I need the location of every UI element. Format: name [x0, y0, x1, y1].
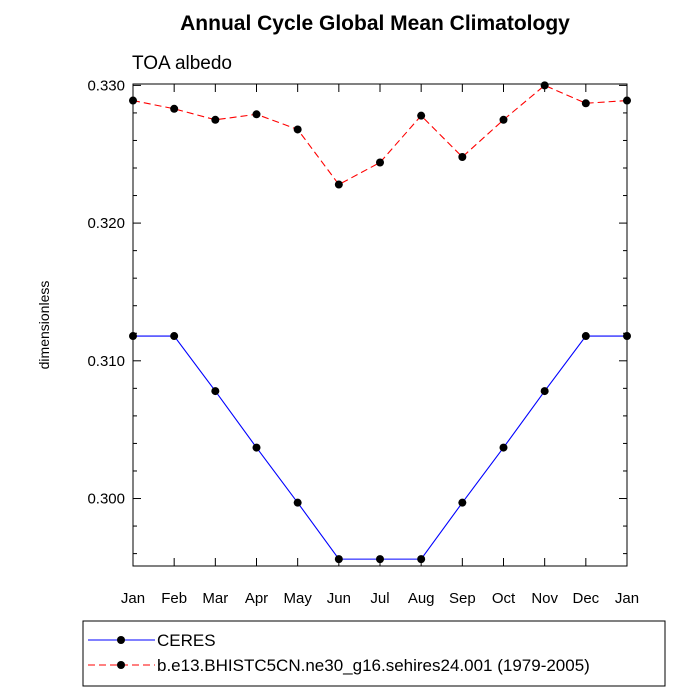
series-line-1 [132, 84, 628, 186]
data-point [623, 96, 631, 105]
data-point [293, 498, 302, 507]
data-point [417, 111, 426, 120]
legend-marker [117, 661, 125, 669]
data-point [540, 81, 549, 90]
data-point [252, 443, 261, 452]
x-tick-label: Mar [202, 590, 228, 607]
data-point [334, 180, 343, 189]
plot-frame [132, 83, 628, 567]
data-point [417, 555, 426, 564]
data-point [499, 443, 508, 452]
data-point [581, 332, 590, 341]
x-tick-label: Feb [161, 590, 187, 607]
series-line-0 [133, 335, 627, 560]
data-point [540, 387, 549, 396]
x-tick-label: Apr [245, 590, 268, 607]
x-tick-label: Aug [408, 590, 435, 607]
data-point [211, 387, 220, 396]
y-ticks: 0.300 0.310 0.320 0.330 [87, 77, 627, 555]
data-point [170, 104, 179, 113]
y-tick-label: 0.300 [87, 491, 125, 508]
chart-title: Annual Cycle Global Mean Climatology [180, 12, 570, 35]
data-point [376, 555, 384, 564]
data-point [458, 498, 467, 507]
x-tick-label: Jan [121, 590, 145, 607]
x-tick-label: Jun [327, 590, 351, 607]
x-tick-label: Nov [531, 590, 558, 607]
legend-marker [117, 636, 125, 644]
x-tick-label: Sep [449, 590, 476, 607]
y-axis-label: dimensionless [36, 281, 52, 370]
data-point [252, 110, 261, 119]
data-point [211, 115, 220, 124]
legend-label: b.e13.BHISTC5CN.ne30_g16.sehires24.001 (… [157, 656, 590, 675]
y-tick-label: 0.330 [87, 77, 125, 94]
data-point [458, 152, 467, 161]
data-point [170, 332, 179, 341]
data-point [334, 555, 343, 564]
data-point [581, 99, 590, 108]
legend-label: CERES [157, 631, 216, 650]
x-tick-label: Dec [572, 590, 599, 607]
legend: CERES b.e13.BHISTC5CN.ne30_g16.sehires24.… [82, 620, 666, 687]
data-point [129, 96, 137, 105]
x-tick-label: Jan [615, 590, 639, 607]
x-tick-label: Oct [492, 590, 516, 607]
legend-box [82, 620, 666, 687]
x-tick-label: May [283, 590, 312, 607]
series-layer [129, 81, 631, 564]
data-point [623, 332, 631, 341]
chart-subtitle: TOA albedo [132, 53, 232, 74]
data-point [129, 332, 137, 341]
y-tick-label: 0.320 [87, 215, 125, 232]
data-point [376, 158, 384, 167]
data-point [499, 115, 508, 124]
x-ticks: Jan Feb Mar Apr May Jun Jul Aug Sep Oct Nov Dec Jan [121, 84, 639, 607]
x-tick-label: Jul [370, 590, 389, 607]
y-tick-label: 0.310 [87, 353, 125, 370]
data-point [293, 125, 302, 134]
